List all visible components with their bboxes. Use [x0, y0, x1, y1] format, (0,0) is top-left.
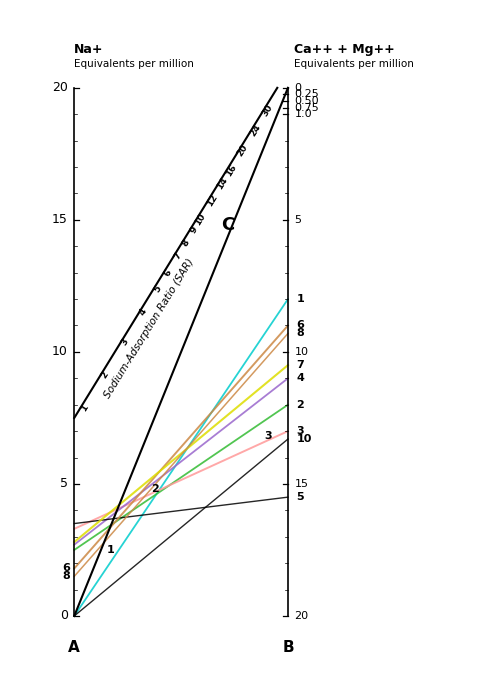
- Text: 5: 5: [60, 477, 68, 491]
- Text: 30: 30: [260, 103, 274, 119]
- Text: 0: 0: [294, 83, 301, 93]
- Text: 24: 24: [247, 123, 262, 138]
- Text: Equivalents per million: Equivalents per million: [74, 59, 194, 70]
- Text: 3: 3: [264, 431, 272, 442]
- Text: 20: 20: [235, 143, 249, 158]
- Text: 0.25: 0.25: [294, 90, 319, 99]
- Text: 5: 5: [152, 284, 163, 294]
- Text: 6: 6: [162, 267, 173, 278]
- Text: 1.0: 1.0: [294, 110, 311, 119]
- Text: 2: 2: [151, 484, 159, 494]
- Text: 3: 3: [120, 337, 130, 347]
- Text: 20: 20: [294, 611, 308, 621]
- Text: 20: 20: [52, 81, 68, 94]
- Text: Ca++ + Mg++: Ca++ + Mg++: [294, 43, 394, 56]
- Text: 7: 7: [296, 360, 304, 370]
- Text: 8: 8: [180, 238, 191, 248]
- Text: 7: 7: [172, 251, 183, 261]
- Text: Na+: Na+: [74, 43, 103, 56]
- Text: 0.50: 0.50: [294, 96, 318, 106]
- Text: 8: 8: [296, 329, 304, 338]
- Text: 5: 5: [294, 215, 301, 225]
- Text: 10: 10: [193, 212, 207, 227]
- Text: 15: 15: [294, 479, 308, 489]
- Text: 12: 12: [205, 192, 219, 207]
- Text: B: B: [282, 640, 293, 655]
- Text: 5: 5: [296, 492, 304, 502]
- Text: 4: 4: [138, 307, 148, 317]
- Text: 10: 10: [294, 347, 308, 357]
- Text: 14: 14: [215, 176, 229, 192]
- Text: 4: 4: [296, 373, 304, 383]
- Text: 0: 0: [60, 610, 68, 622]
- Text: 1: 1: [106, 545, 114, 555]
- Text: 6: 6: [62, 564, 70, 573]
- Text: Sodium-Adsorption Ratio (SAR): Sodium-Adsorption Ratio (SAR): [102, 256, 195, 400]
- Text: 15: 15: [52, 214, 68, 227]
- Text: 6: 6: [296, 320, 304, 331]
- Text: 8: 8: [62, 571, 70, 582]
- Text: 10: 10: [52, 345, 68, 358]
- Text: A: A: [68, 640, 80, 655]
- Text: 1: 1: [296, 294, 304, 304]
- Text: C: C: [221, 216, 234, 234]
- Text: 2: 2: [296, 400, 304, 410]
- Text: 2: 2: [99, 370, 110, 380]
- Text: 0.75: 0.75: [294, 103, 319, 112]
- Text: 10: 10: [296, 434, 311, 444]
- Text: 9: 9: [188, 225, 199, 235]
- Text: 16: 16: [223, 163, 237, 178]
- Text: Equivalents per million: Equivalents per million: [294, 59, 413, 70]
- Text: 1: 1: [79, 403, 90, 413]
- Text: 3: 3: [296, 426, 304, 436]
